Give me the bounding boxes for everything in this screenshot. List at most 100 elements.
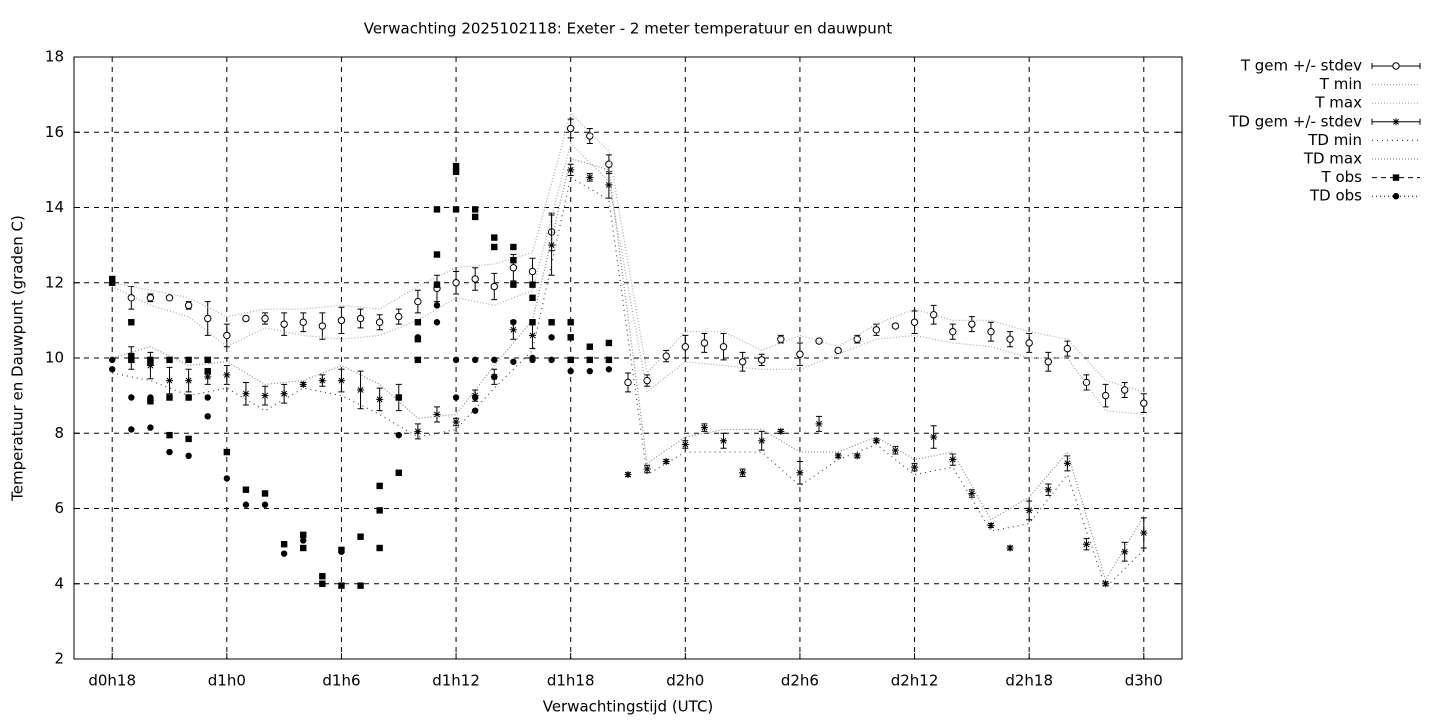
point: [376, 544, 383, 552]
point: [376, 482, 383, 490]
point: [968, 320, 976, 328]
point: [261, 490, 269, 497]
point: [968, 489, 976, 497]
point: [185, 377, 193, 385]
point: [586, 173, 594, 181]
point: [567, 367, 574, 375]
point: [337, 316, 346, 325]
point: [109, 275, 116, 283]
legend-label: TD min: [1307, 131, 1362, 149]
point: [223, 331, 231, 340]
point: [528, 331, 536, 339]
point: [185, 435, 192, 443]
legend-label: T gem +/- stdev: [1240, 57, 1362, 75]
point: [375, 318, 384, 326]
point: [834, 346, 842, 355]
point: [165, 294, 174, 302]
point: [147, 358, 154, 365]
point: [529, 319, 536, 326]
legend-marker: [1392, 193, 1400, 200]
x-tick-label: d2h18: [1005, 672, 1053, 690]
point: [471, 275, 479, 283]
point: [1082, 378, 1091, 387]
point: [529, 281, 536, 288]
point: [452, 168, 460, 175]
point: [433, 319, 441, 326]
point: [337, 377, 345, 385]
point: [146, 294, 155, 302]
point: [261, 501, 269, 508]
point: [357, 533, 364, 540]
point: [796, 469, 804, 477]
point: [299, 318, 307, 326]
point: [1006, 544, 1014, 552]
point: [128, 426, 135, 433]
point: [128, 352, 135, 360]
point: [586, 132, 594, 140]
point: [681, 441, 689, 449]
point: [414, 356, 422, 364]
point: [433, 251, 441, 258]
point: [910, 318, 919, 326]
legend-label: TD max: [1303, 150, 1362, 168]
point: [586, 343, 593, 350]
x-tick-label: d1h0: [208, 672, 246, 690]
point: [147, 398, 154, 405]
point: [567, 356, 574, 364]
point: [376, 507, 383, 514]
point: [987, 521, 995, 529]
point: [490, 282, 498, 291]
point: [586, 356, 593, 364]
point: [510, 319, 517, 326]
y-tick-label: 12: [45, 273, 64, 291]
point: [280, 390, 288, 398]
point: [1140, 529, 1148, 537]
point: [128, 394, 135, 401]
point: [891, 322, 900, 330]
point: [280, 541, 288, 548]
point: [280, 550, 288, 557]
point: [242, 486, 250, 493]
point: [567, 319, 574, 326]
point: [510, 358, 517, 365]
point: [185, 394, 192, 401]
legend-label: TD obs: [1309, 187, 1362, 205]
y-tick-label: 10: [45, 349, 64, 367]
point: [662, 352, 670, 360]
point: [395, 431, 402, 439]
point: [930, 433, 938, 441]
x-axis-label: Verwachtingstijd (UTC): [543, 698, 714, 716]
point: [338, 548, 345, 555]
legend-marker: [1392, 62, 1400, 70]
legend-label: T min: [1319, 75, 1362, 93]
point: [357, 582, 364, 589]
point: [223, 448, 231, 456]
point: [548, 319, 555, 326]
point: [204, 314, 212, 323]
point: [471, 407, 479, 414]
x-tick-label: d2h12: [891, 672, 939, 690]
point: [624, 378, 632, 387]
point: [739, 469, 747, 477]
point: [719, 343, 728, 351]
point: [414, 297, 422, 306]
y-axis-label: Temperatuur en Dauwpunt (graden C): [9, 215, 27, 502]
point: [318, 377, 326, 385]
point: [242, 314, 250, 323]
point: [204, 413, 211, 420]
point: [643, 465, 651, 473]
point: [1025, 339, 1033, 347]
x-tick-label: d2h6: [781, 672, 819, 690]
point: [433, 206, 441, 213]
point: [204, 367, 211, 375]
point: [1044, 486, 1052, 494]
point: [1025, 506, 1033, 514]
point: [452, 356, 460, 364]
point: [471, 206, 479, 213]
point: [491, 373, 498, 381]
y-tick-label: 4: [54, 574, 64, 592]
point: [949, 456, 957, 464]
point: [1063, 344, 1072, 353]
point: [1121, 548, 1129, 556]
point: [929, 311, 938, 319]
